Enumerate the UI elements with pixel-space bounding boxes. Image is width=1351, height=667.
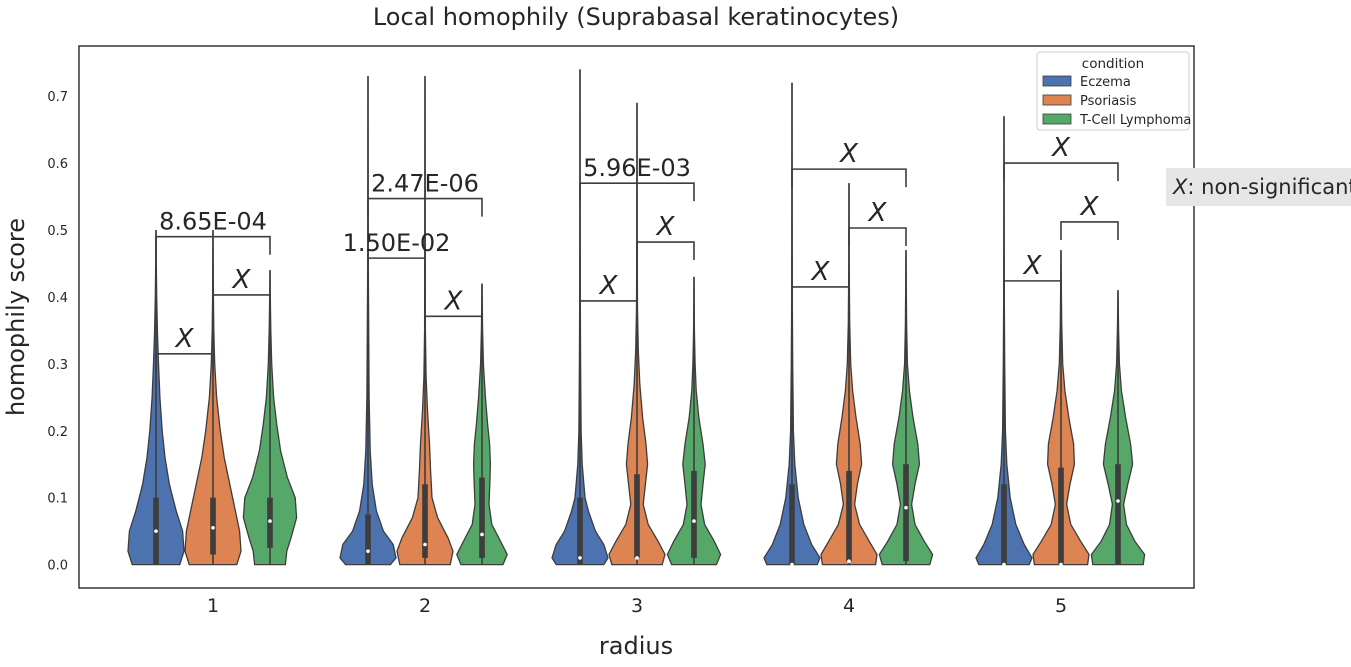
significance-bracket xyxy=(424,315,483,335)
violin-iqr-box xyxy=(422,484,428,558)
significance-label: 2.47E-06 xyxy=(371,170,479,198)
significance-label: X xyxy=(174,324,195,354)
side-note: X: non-significant xyxy=(1166,168,1351,206)
y-tick-label: 0.3 xyxy=(47,358,68,373)
violin-iqr-box xyxy=(479,477,485,558)
violin-iqr-box xyxy=(903,464,909,562)
violin-iqr-box xyxy=(1001,484,1007,565)
svg-text:X: non-significant: X: non-significant xyxy=(1172,175,1351,199)
x-tick-label: 3 xyxy=(631,595,643,617)
significance-label: 5.96E-03 xyxy=(583,154,691,182)
significance-label: 8.65E-04 xyxy=(159,208,267,236)
violin-median-point xyxy=(635,556,639,560)
violin-median-point xyxy=(847,559,851,564)
violin-iqr-box xyxy=(577,497,583,565)
significance-label: X xyxy=(655,212,676,242)
significance-bracket xyxy=(636,241,695,261)
legend-label: T-Cell Lymphoma xyxy=(1079,113,1191,128)
violin-median-point xyxy=(154,529,158,533)
x-tick-label: 4 xyxy=(843,595,855,617)
significance-label: 1.50E-02 xyxy=(343,229,451,257)
legend-label: Psoriasis xyxy=(1080,94,1137,109)
violin-iqr-box xyxy=(365,514,371,565)
y-tick-label: 0.4 xyxy=(47,291,68,306)
violin-median-point xyxy=(790,562,794,567)
violin-median-point xyxy=(1116,499,1120,503)
side-note-box xyxy=(1166,168,1351,206)
y-tick-label: 0.2 xyxy=(47,425,68,440)
significance-label: X xyxy=(598,271,619,301)
violins xyxy=(127,69,1146,567)
violin-median-point xyxy=(904,505,908,510)
violin-median-point xyxy=(1002,562,1006,567)
x-tick-label: 1 xyxy=(207,595,219,617)
violin-iqr-box xyxy=(846,470,852,562)
legend-label: Eczema xyxy=(1080,75,1131,90)
significance-label: X xyxy=(810,257,831,287)
violin-median-point xyxy=(692,519,696,523)
violin-median-point xyxy=(366,549,370,553)
chart-title: Local homophily (Suprabasal keratinocyte… xyxy=(373,3,899,31)
x-axis-ticks: 1 2 3 4 5 xyxy=(207,595,1067,617)
significance-bracket xyxy=(367,197,483,217)
y-tick-label: 0.5 xyxy=(47,224,68,239)
legend-box xyxy=(1036,51,1190,131)
significance-label: X xyxy=(867,198,888,228)
x-tick-label: 5 xyxy=(1055,595,1067,617)
significance-bracket xyxy=(212,294,271,313)
violin-median-point xyxy=(211,525,215,530)
x-tick-label: 2 xyxy=(419,595,431,617)
y-axis-label: homophily score xyxy=(2,218,30,416)
significance-label: X xyxy=(838,139,859,169)
side-note-text: : non-significant xyxy=(1187,175,1351,199)
legend-swatch xyxy=(1042,113,1072,125)
side-note-symbol: X xyxy=(1172,175,1188,199)
plot-frame xyxy=(78,45,1195,589)
x-axis-label: radius xyxy=(599,632,673,660)
violin-median-point xyxy=(480,532,484,537)
significance-label: X xyxy=(231,265,252,295)
violin-iqr-box xyxy=(691,470,697,558)
violin-iqr-box xyxy=(634,474,640,558)
significance-bracket xyxy=(155,353,214,372)
significance-bracket xyxy=(579,300,638,319)
significance-label: X xyxy=(1022,251,1043,281)
y-tick-label: 0.6 xyxy=(47,157,68,172)
significance-bracket xyxy=(1060,221,1119,240)
significance-bracket xyxy=(1003,162,1119,182)
significance-bracket xyxy=(579,182,695,202)
legend-title: condition xyxy=(1082,56,1144,72)
violin-median-point xyxy=(268,519,272,523)
violin-iqr-box xyxy=(1058,467,1064,565)
legend: condition Eczema Psoriasis T-Cell Lymphoma xyxy=(1036,51,1191,131)
legend-items: Eczema Psoriasis T-Cell Lymphoma xyxy=(1042,75,1191,128)
violin-median-point xyxy=(578,556,582,560)
significance-bracket xyxy=(155,235,271,255)
y-tick-label: 0.7 xyxy=(47,90,68,105)
y-axis-ticks: 0.0 0.1 0.2 0.3 0.4 0.5 0.6 0.7 xyxy=(47,90,68,573)
legend-swatch xyxy=(1042,75,1072,87)
significance-bracket xyxy=(367,257,426,277)
y-tick-label: 0.1 xyxy=(47,492,68,507)
y-tick-label: 0.0 xyxy=(47,559,68,574)
violin-median-point xyxy=(423,542,427,547)
significance-label: X xyxy=(1050,133,1071,163)
significance-bracket xyxy=(791,286,850,305)
significance-label: X xyxy=(443,286,464,316)
violin-iqr-box xyxy=(789,484,795,565)
significance-bracket xyxy=(791,168,907,188)
violin-median-point xyxy=(1059,562,1063,567)
legend-swatch xyxy=(1042,94,1072,106)
violin-iqr-box xyxy=(1115,464,1121,565)
significance-bracket xyxy=(1003,280,1062,299)
significance-brackets: XX8.65E-041.50E-02X2.47E-06XX5.96E-03XXX… xyxy=(155,133,1119,372)
significance-bracket xyxy=(848,227,907,247)
significance-label: X xyxy=(1079,192,1100,222)
